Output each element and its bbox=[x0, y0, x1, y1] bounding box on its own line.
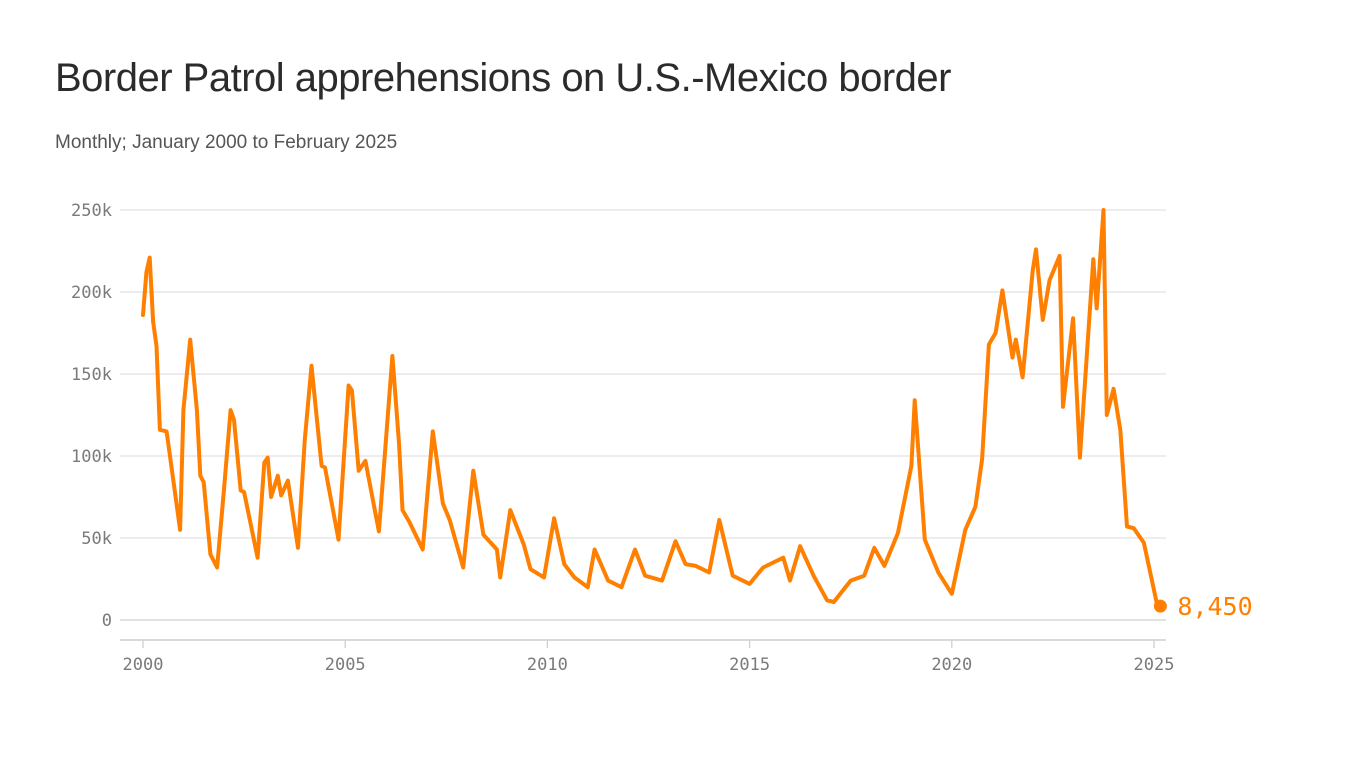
end-point-marker bbox=[1153, 599, 1167, 613]
data-points bbox=[141, 208, 1159, 608]
series-line bbox=[141, 208, 1160, 609]
y-axis: 0 50k 100k 150k 200k 250k bbox=[71, 201, 112, 631]
x-tick-label: 2000 bbox=[123, 655, 164, 675]
y-tick-label: 250k bbox=[71, 201, 112, 221]
y-tick-label: 0 bbox=[102, 611, 112, 631]
end-value-label: 8,450 bbox=[1177, 592, 1252, 621]
x-axis: 2000 2005 2010 2015 2020 2025 bbox=[120, 639, 1175, 675]
y-tick-label: 150k bbox=[71, 365, 112, 385]
chart-title: Border Patrol apprehensions on U.S.-Mexi… bbox=[55, 56, 951, 100]
x-tick-label: 2005 bbox=[325, 655, 366, 675]
y-tick-label: 100k bbox=[71, 447, 112, 467]
chart-subtitle: Monthly; January 2000 to February 2025 bbox=[55, 132, 398, 153]
x-tick-label: 2010 bbox=[527, 655, 568, 675]
x-tick-label: 2025 bbox=[1134, 655, 1175, 675]
gridlines bbox=[120, 209, 1166, 621]
x-tick-label: 2020 bbox=[931, 655, 972, 675]
x-tick-label: 2015 bbox=[729, 655, 770, 675]
y-tick-label: 200k bbox=[71, 283, 112, 303]
y-tick-label: 50k bbox=[81, 529, 112, 549]
